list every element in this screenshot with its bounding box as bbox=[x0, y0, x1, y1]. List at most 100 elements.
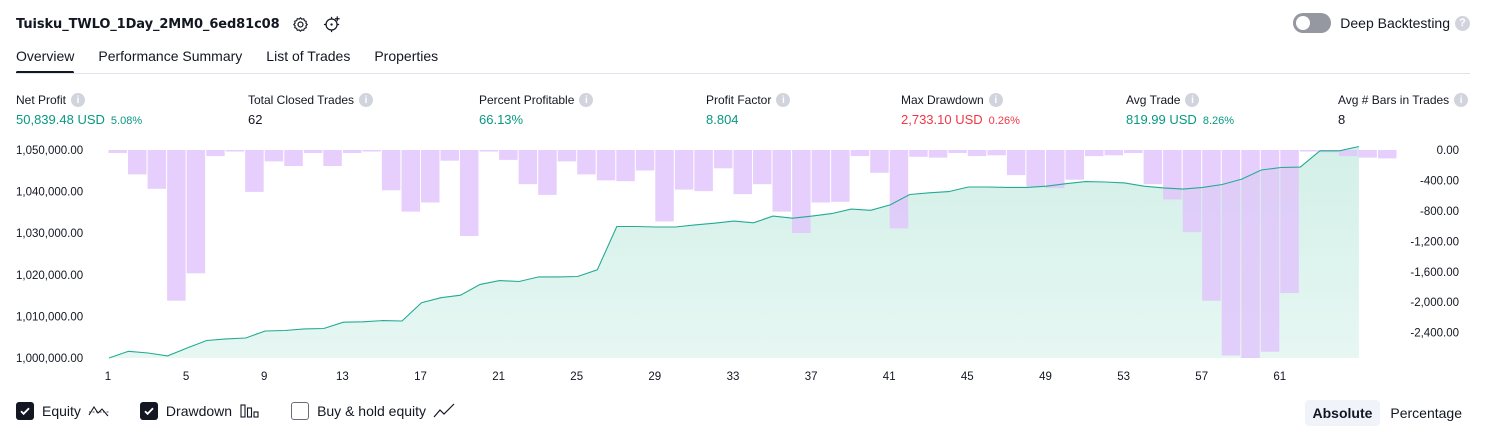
drawdown-bars-icon bbox=[239, 403, 261, 419]
metric-label: Total Closed Trades bbox=[248, 93, 355, 107]
drawdown-bar bbox=[1260, 150, 1280, 352]
drawdown-bar bbox=[753, 150, 772, 185]
drawdown-bar bbox=[850, 150, 870, 157]
x-axis-tick: 41 bbox=[883, 371, 896, 383]
metric-net-profit: Net Profit i 50,839.48 USD 5.08% bbox=[16, 93, 142, 127]
metric-percent: 0.26% bbox=[988, 115, 1020, 127]
metric-label: Net Profit bbox=[16, 93, 67, 107]
left-axis-tick: 1,020,000.00 bbox=[16, 270, 83, 282]
info-icon[interactable]: i bbox=[776, 93, 791, 107]
right-axis-tick: -2,400.00 bbox=[1410, 328, 1459, 340]
right-axis-tick: -2,000.00 bbox=[1410, 297, 1459, 309]
strategy-header: Tuisku_TWLO_1Day_2MM0_6ed81c08 bbox=[16, 12, 344, 36]
metric-value: 66.13% bbox=[479, 112, 524, 127]
drawdown-bar bbox=[655, 150, 674, 222]
buy-hold-checkbox[interactable] bbox=[291, 402, 310, 420]
drawdown-bar bbox=[538, 150, 557, 195]
drawdown-bar bbox=[1143, 150, 1163, 185]
metric-label: Profit Factor bbox=[706, 93, 772, 107]
drawdown-bar bbox=[596, 150, 616, 181]
help-icon[interactable]: ? bbox=[1455, 15, 1470, 31]
left-axis-tick: 1,010,000.00 bbox=[16, 311, 83, 323]
toggle-knob bbox=[1296, 16, 1311, 30]
drawdown-bar bbox=[206, 150, 225, 157]
absolute-button[interactable]: Absolute bbox=[1304, 400, 1381, 426]
drawdown-bar bbox=[342, 150, 362, 153]
drawdown-bar bbox=[401, 150, 420, 212]
drawdown-bar bbox=[1221, 150, 1241, 356]
drawdown-bar bbox=[460, 150, 479, 236]
info-icon[interactable]: i bbox=[1454, 93, 1469, 107]
legend-item-buy-hold[interactable]: Buy & hold equity bbox=[291, 402, 455, 420]
left-axis-tick: 1,030,000.00 bbox=[16, 228, 83, 240]
metric-avg-trade: Avg Trade i 819.99 USD 8.26% bbox=[1126, 93, 1234, 127]
x-axis-tick: 57 bbox=[1195, 371, 1208, 383]
x-axis-tick: 1 bbox=[105, 371, 111, 383]
drawdown-bar bbox=[1338, 150, 1358, 157]
drawdown-bar bbox=[1046, 150, 1065, 189]
drawdown-bar bbox=[928, 150, 948, 158]
tab-list-of-trades[interactable]: List of Trades bbox=[266, 48, 351, 64]
legend-item-drawdown[interactable]: Drawdown bbox=[139, 402, 261, 420]
drawdown-bar bbox=[225, 150, 245, 152]
x-axis-tick: 45 bbox=[961, 371, 974, 383]
drawdown-bar bbox=[1299, 150, 1319, 152]
gear-icon[interactable] bbox=[290, 13, 312, 35]
drawdown-bar bbox=[1182, 150, 1202, 233]
info-icon[interactable]: i bbox=[988, 93, 1003, 107]
tab-bar: Overview Performance Summary List of Tra… bbox=[16, 48, 462, 74]
tab-overview[interactable]: Overview bbox=[16, 48, 75, 74]
deep-backtesting-label: Deep Backtesting bbox=[1340, 15, 1450, 31]
legend-label: Buy & hold equity bbox=[317, 403, 427, 419]
x-axis-tick: 29 bbox=[648, 371, 661, 383]
drawdown-bar bbox=[1378, 150, 1397, 159]
drawdown-bar bbox=[303, 150, 323, 153]
drawdown-bar bbox=[987, 150, 1006, 156]
tab-performance-summary[interactable]: Performance Summary bbox=[98, 48, 243, 64]
drawdown-bar bbox=[616, 150, 635, 182]
drawdown-bar bbox=[440, 150, 459, 161]
metric-percent: 5.08% bbox=[110, 115, 143, 127]
drawdown-bar bbox=[421, 150, 440, 203]
x-axis-tick: 13 bbox=[336, 371, 349, 383]
drawdown-checkbox[interactable] bbox=[139, 402, 158, 420]
crosshair-plus-icon[interactable] bbox=[322, 13, 344, 35]
right-axis-tick: -800.00 bbox=[1420, 206, 1459, 218]
right-axis-tick: -400.00 bbox=[1420, 175, 1459, 187]
metric-label: Max Drawdown bbox=[901, 93, 984, 107]
legend-item-equity[interactable]: Equity bbox=[16, 402, 110, 420]
info-icon[interactable]: i bbox=[71, 93, 86, 107]
metric-label: Percent Profitable bbox=[479, 93, 575, 107]
drawdown-bar bbox=[362, 150, 381, 152]
x-axis-tick: 33 bbox=[727, 371, 740, 383]
info-icon[interactable]: i bbox=[1185, 93, 1200, 107]
x-axis-tick: 53 bbox=[1117, 371, 1130, 383]
info-icon[interactable]: i bbox=[579, 93, 594, 107]
equity-drawdown-chart[interactable]: 1,050,000.00 1,040,000.00 1,030,000.00 1,02… bbox=[0, 140, 1486, 392]
drawdown-bar bbox=[245, 150, 264, 192]
x-axis-tick: 17 bbox=[414, 371, 427, 383]
deep-backtesting-toggle[interactable] bbox=[1293, 13, 1332, 33]
drawdown-bar bbox=[733, 150, 752, 195]
metric-max-drawdown: Max Drawdown i 2,733.10 USD 0.26% bbox=[901, 93, 1020, 127]
tab-properties[interactable]: Properties bbox=[374, 48, 439, 64]
drawdown-bar bbox=[1358, 150, 1377, 158]
deep-backtesting-control: Deep Backtesting ? bbox=[1293, 13, 1470, 33]
metric-value: 8.804 bbox=[706, 112, 739, 127]
drawdown-bar bbox=[694, 150, 713, 192]
metric-label: Avg Trade bbox=[1126, 93, 1181, 107]
drawdown-bar bbox=[831, 150, 850, 202]
metric-percent: 8.26% bbox=[1202, 115, 1235, 127]
legend-label: Drawdown bbox=[165, 403, 233, 419]
drawdown-bar bbox=[772, 150, 791, 212]
x-axis-tick: 9 bbox=[261, 371, 267, 383]
metric-avg-bars-in-trades: Avg # Bars in Trades i 8 bbox=[1338, 93, 1469, 127]
drawdown-bar bbox=[1104, 150, 1123, 156]
percentage-button[interactable]: Percentage bbox=[1390, 405, 1462, 421]
strategy-title: Tuisku_TWLO_1Day_2MM0_6ed81c08 bbox=[16, 16, 280, 32]
info-icon[interactable]: i bbox=[359, 93, 374, 107]
drawdown-bar bbox=[167, 150, 186, 301]
drawdown-bar bbox=[811, 150, 831, 203]
equity-checkbox[interactable] bbox=[16, 402, 34, 420]
metric-value: 8 bbox=[1338, 112, 1346, 127]
